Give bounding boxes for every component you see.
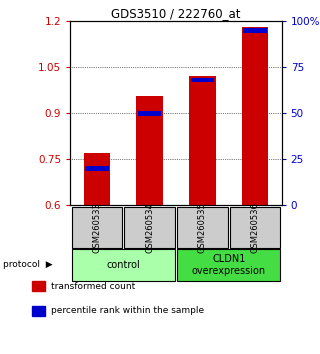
Bar	[138, 111, 162, 115]
Bar	[242, 27, 268, 205]
Text: percentile rank within the sample: percentile rank within the sample	[51, 306, 204, 315]
Text: GSM260533: GSM260533	[92, 202, 101, 253]
Bar	[190, 78, 214, 82]
Bar	[85, 166, 109, 171]
Text: transformed count: transformed count	[51, 281, 135, 291]
Text: GSM260534: GSM260534	[145, 202, 154, 253]
Text: GSM260536: GSM260536	[251, 202, 260, 253]
Text: protocol  ▶: protocol ▶	[3, 260, 53, 269]
Bar	[136, 96, 163, 205]
Text: control: control	[106, 260, 140, 270]
Title: GDS3510 / 222760_at: GDS3510 / 222760_at	[111, 7, 241, 20]
Text: GSM260535: GSM260535	[198, 202, 207, 253]
Bar	[243, 28, 267, 33]
Text: CLDN1
overexpression: CLDN1 overexpression	[192, 254, 266, 276]
Bar	[189, 76, 216, 205]
Bar	[84, 153, 110, 205]
